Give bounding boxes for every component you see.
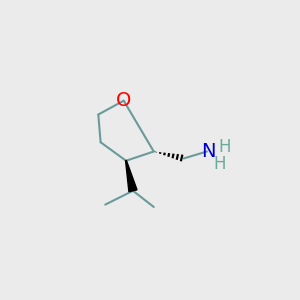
Polygon shape	[126, 160, 137, 192]
Text: H: H	[219, 138, 231, 156]
Text: O: O	[116, 91, 131, 110]
Text: N: N	[201, 142, 215, 161]
Text: H: H	[213, 155, 226, 173]
